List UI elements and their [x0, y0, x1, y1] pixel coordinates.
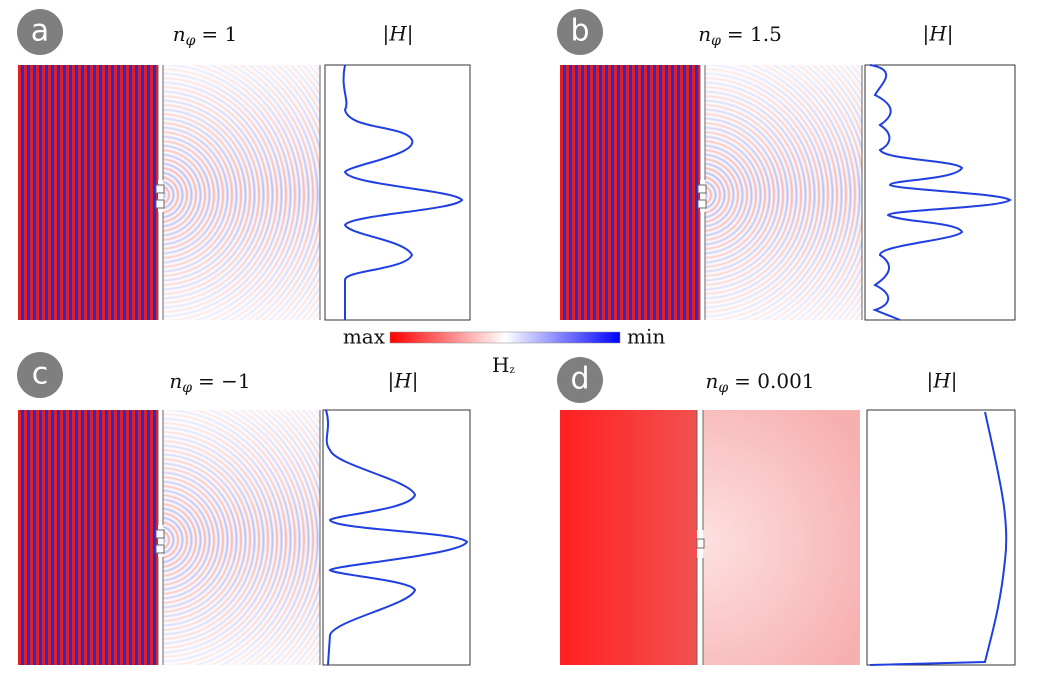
colorbar: max min Hz [343, 325, 666, 377]
subscript: z [509, 365, 514, 376]
panel-title: nφ = 1 [173, 22, 238, 50]
subscript: φ [186, 33, 196, 49]
profile-curve [325, 409, 469, 666]
panel-b: b nφ = 1.5 |H| [557, 9, 1016, 321]
symbol: n [705, 369, 718, 393]
subscript: φ [711, 33, 721, 49]
symbol: n [169, 369, 182, 393]
panel-badge [557, 9, 603, 55]
value: = 1 [201, 22, 237, 46]
profile-label: |H| [923, 22, 954, 47]
panel-badge [17, 9, 63, 55]
colorbar-min: min [627, 325, 665, 349]
field-map [703, 410, 860, 665]
panel-badge [17, 352, 63, 398]
profile-label: |H| [383, 22, 414, 47]
panel-badge [557, 357, 603, 403]
profile-label: |H| [927, 369, 958, 394]
value: = 1.5 [727, 22, 782, 46]
panel-d: d nφ = 0.001 |H| [557, 357, 1016, 666]
field-map [559, 64, 863, 321]
subscript: φ [718, 380, 728, 396]
value: = 0.001 [734, 369, 814, 393]
panel-a: a nφ = 1 |H| [17, 9, 471, 321]
panel-label: a [31, 14, 49, 49]
field-map [560, 410, 697, 665]
panel-title: nφ = 1.5 [698, 22, 782, 50]
profile-curve [869, 64, 1012, 321]
colorbar-gradient [389, 331, 621, 344]
colorbar-max: max [343, 325, 386, 349]
panel-label: b [570, 14, 589, 49]
profile-box [322, 409, 471, 666]
subscript: φ [182, 380, 192, 396]
profile-curve [342, 64, 464, 320]
value: = −1 [198, 369, 251, 393]
panel-label: c [32, 357, 49, 392]
panel-title: nφ = 0.001 [705, 369, 814, 397]
profile-curve [869, 411, 1008, 666]
symbol: n [173, 22, 186, 46]
profile-box [866, 409, 1016, 666]
field-map [17, 64, 321, 321]
colorbar-title: Hz [492, 353, 515, 377]
panel-title: nφ = −1 [169, 369, 250, 397]
field-map [17, 409, 321, 666]
symbol: n [698, 22, 711, 46]
symbol: H [492, 353, 509, 377]
panel-label: d [570, 362, 589, 397]
panel-c: c nφ = −1 |H| [17, 352, 471, 666]
profile-label: |H| [388, 369, 419, 394]
profile-box [324, 64, 471, 321]
